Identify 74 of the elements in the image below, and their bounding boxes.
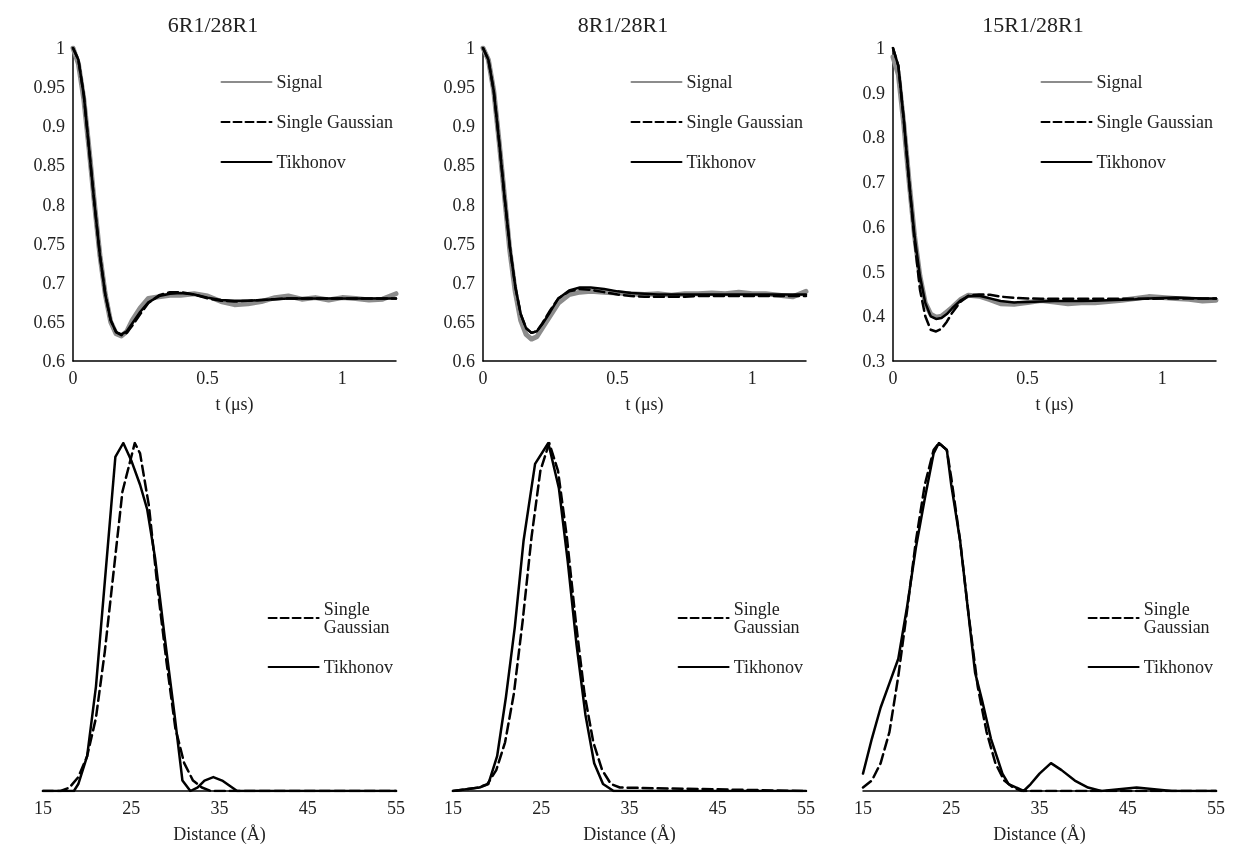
chart-title: 6R1/28R1 [167, 11, 259, 37]
x-tick-label: 45 [298, 798, 317, 818]
x-tick-label: 1 [337, 368, 347, 388]
legend-label: Single Gaussian [1096, 112, 1214, 132]
legend-label: Tikhonov [733, 657, 804, 677]
x-tick-label: 35 [1030, 798, 1049, 818]
y-tick-label: 0.5 [862, 261, 885, 282]
legend-label: Single Gaussian [686, 112, 804, 132]
legend-label: Tikhonov [686, 152, 756, 172]
y-tick-label: 0.9 [862, 82, 885, 103]
legend-label: Single Gaussian [276, 112, 394, 132]
y-tick-label: 0.4 [862, 306, 885, 327]
legend-label: Signal [276, 72, 323, 92]
legend-label: Signal [1096, 72, 1143, 92]
y-tick-label: 0.3 [862, 351, 885, 371]
x-tick-label: 0.5 [196, 368, 219, 388]
chart-title: 15R1/28R1 [982, 11, 1084, 37]
x-axis-title: t (μs) [215, 394, 254, 415]
x-axis-title: Distance (Å) [583, 824, 676, 845]
x-tick-label: 55 [387, 798, 405, 818]
y-tick-label: 0.7 [452, 272, 475, 293]
x-tick-label: 0.5 [606, 368, 629, 388]
y-tick-label: 0.85 [443, 155, 475, 176]
y-tick-label: 0.85 [33, 155, 65, 176]
x-tick-label: 25 [122, 798, 141, 818]
x-axis-title: t (μs) [625, 394, 664, 415]
y-tick-label: 0.9 [452, 116, 475, 137]
legend-label: Tikhonov [1096, 152, 1166, 172]
y-tick-label: 0.8 [42, 194, 65, 215]
x-tick-label: 35 [210, 798, 229, 818]
y-tick-label: 0.95 [443, 77, 475, 98]
x-tick-label: 0 [888, 368, 898, 388]
y-tick-label: 1 [56, 38, 65, 58]
x-tick-label: 1 [747, 368, 757, 388]
x-tick-label: 15 [444, 798, 462, 818]
x-axis-title: Distance (Å) [173, 824, 266, 845]
legend-label: Tikhonov [1143, 657, 1214, 677]
y-tick-label: 1 [876, 38, 885, 58]
y-tick-label: 0.6 [42, 351, 65, 371]
x-tick-label: 55 [797, 798, 815, 818]
legend-label: Tikhonov [323, 657, 394, 677]
y-tick-label: 1 [466, 38, 475, 58]
y-tick-label: 0.7 [862, 172, 885, 193]
x-tick-label: 0 [478, 368, 488, 388]
y-tick-label: 0.75 [443, 233, 475, 254]
y-tick-label: 0.6 [862, 216, 885, 237]
x-tick-label: 1 [1157, 368, 1167, 388]
x-axis-title: Distance (Å) [993, 824, 1086, 845]
legend-label: Single Gaussian [323, 599, 390, 637]
x-tick-label: 0.5 [1016, 368, 1039, 388]
x-tick-label: 35 [620, 798, 639, 818]
y-tick-label: 0.8 [862, 127, 885, 148]
x-tick-label: 0 [68, 368, 78, 388]
y-tick-label: 0.8 [452, 194, 475, 215]
legend-label: Signal [686, 72, 733, 92]
y-tick-label: 0.65 [443, 311, 475, 332]
x-tick-label: 55 [1207, 798, 1225, 818]
x-tick-label: 45 [708, 798, 727, 818]
legend-label: Single Gaussian [1143, 599, 1210, 637]
y-tick-label: 0.65 [33, 311, 65, 332]
y-tick-label: 0.95 [33, 77, 65, 98]
legend-label: Tikhonov [276, 152, 346, 172]
y-tick-label: 0.6 [452, 351, 475, 371]
x-tick-label: 25 [942, 798, 961, 818]
legend-label: Single Gaussian [733, 599, 800, 637]
x-tick-label: 15 [34, 798, 52, 818]
x-tick-label: 45 [1118, 798, 1137, 818]
x-axis-title: t (μs) [1035, 394, 1074, 415]
y-tick-label: 0.75 [33, 233, 65, 254]
y-tick-label: 0.9 [42, 116, 65, 137]
x-tick-label: 15 [854, 798, 872, 818]
chart-title: 8R1/28R1 [577, 11, 669, 37]
y-tick-label: 0.7 [42, 272, 65, 293]
x-tick-label: 25 [532, 798, 551, 818]
